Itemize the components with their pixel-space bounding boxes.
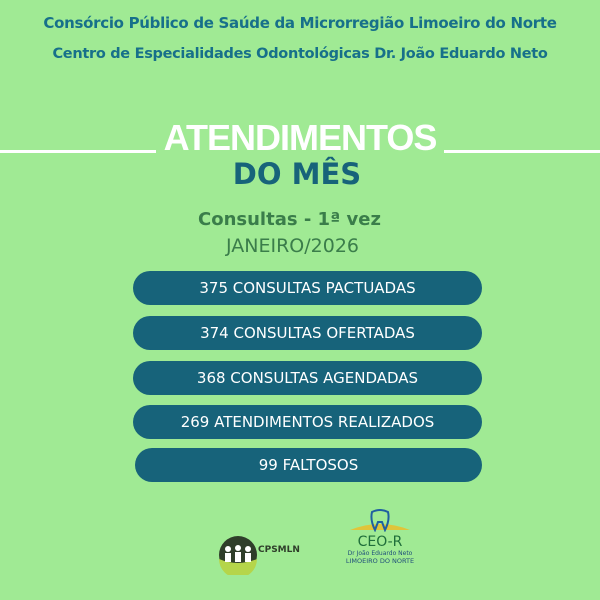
title-line1: ATENDIMENTOS	[163, 117, 438, 158]
header-center: Centro de Especialidades Odontológicas D…	[52, 46, 548, 62]
header-consortium: Consórcio Público de Saúde da Microrregi…	[43, 14, 557, 32]
subtitle-category: Consultas - 1ª vez	[198, 209, 381, 230]
stat-pill: 99 FALTOSOS	[135, 448, 482, 482]
subtitle-period: JANEIRO/2026	[226, 235, 359, 257]
stat-pill: 374 CONSULTAS OFERTADAS	[133, 316, 482, 350]
ceo-logo: CEO-R Dr João Eduardo Neto LIMOEIRO DO N…	[340, 508, 420, 565]
stat-pill: 269 ATENDIMENTOS REALIZADOS	[133, 405, 482, 439]
stat-pill: 368 CONSULTAS AGENDADAS	[133, 361, 482, 395]
stat-pill: 375 CONSULTAS PACTUADAS	[133, 271, 482, 305]
cpsmln-logo: CPSMLN	[218, 535, 300, 579]
ceo-logo-line1: Dr João Eduardo Neto	[347, 550, 413, 557]
title-line2: DO MÊS	[232, 157, 362, 191]
ceo-logo-line2: LIMOEIRO DO NORTE	[345, 557, 415, 565]
people-icon	[219, 536, 257, 578]
tooth-icon	[350, 509, 410, 533]
cpsmln-logo-text: CPSMLN	[258, 545, 300, 555]
divider-left	[0, 150, 156, 153]
ceo-logo-name: CEO-R	[357, 534, 403, 550]
divider-right	[444, 150, 600, 153]
